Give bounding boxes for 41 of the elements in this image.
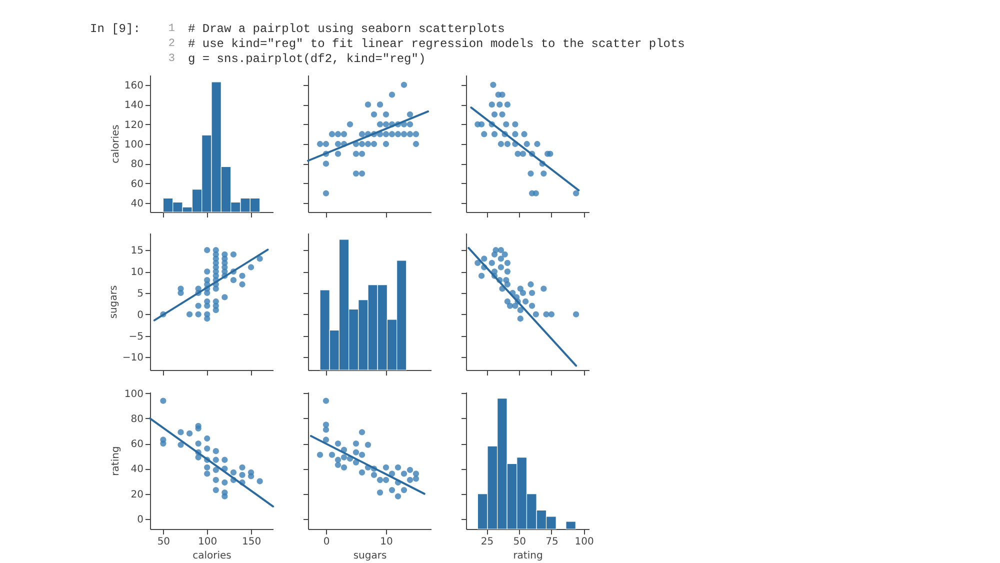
text: # use kind="reg" to fit linear regression models to the scatter plots: [188, 37, 685, 51]
x-tick-label: 100: [198, 536, 218, 548]
text: 3: [168, 53, 175, 65]
x-axis-title: rating: [513, 550, 543, 562]
y-tick-label: 0: [137, 310, 144, 321]
y-tick-label: 40: [130, 464, 144, 476]
y-tick-label: 100: [124, 388, 144, 400]
text: g = sns.pairplot(df2, kind="reg"): [188, 52, 426, 66]
y-tick-label: 5: [137, 288, 144, 300]
y-tick-label: 100: [124, 139, 144, 150]
y-tick-label: 160: [124, 80, 144, 92]
y-tick-label: 140: [124, 100, 144, 112]
y-tick-label: 120: [124, 120, 144, 131]
x-tick-label: 0: [323, 536, 330, 548]
y-tick-label: 80: [130, 414, 144, 425]
x-axis-title: calories: [192, 550, 232, 562]
y-tick-label: −10: [122, 352, 144, 364]
text: 2: [168, 38, 175, 50]
text: In [9]:: [90, 22, 140, 36]
x-tick-label: 25: [480, 536, 494, 548]
x-tick-label: 100: [574, 536, 594, 548]
y-tick-label: 0: [137, 514, 144, 526]
y-axis-title: sugars: [108, 285, 120, 319]
x-tick-label: 50: [513, 536, 526, 548]
y-tick-label: 15: [130, 246, 144, 257]
y-tick-label: 20: [130, 489, 144, 500]
y-tick-label: 10: [130, 267, 144, 278]
x-tick-label: 50: [157, 536, 170, 548]
x-axis-title: sugars: [353, 550, 387, 562]
x-tick-label: 10: [380, 536, 393, 548]
y-axis-title: rating: [110, 446, 122, 476]
text: # Draw a pairplot using seaborn scatterplots: [188, 22, 505, 36]
y-tick-label: −5: [128, 331, 144, 342]
x-tick-label: 75: [546, 536, 558, 548]
text: 1: [168, 23, 176, 35]
y-tick-label: 60: [130, 178, 144, 190]
y-tick-label: 60: [130, 439, 144, 450]
x-tick-label: 150: [242, 536, 262, 548]
y-axis-title: calories: [110, 124, 122, 164]
y-tick-label: 40: [130, 198, 144, 210]
y-tick-label: 80: [130, 159, 144, 170]
